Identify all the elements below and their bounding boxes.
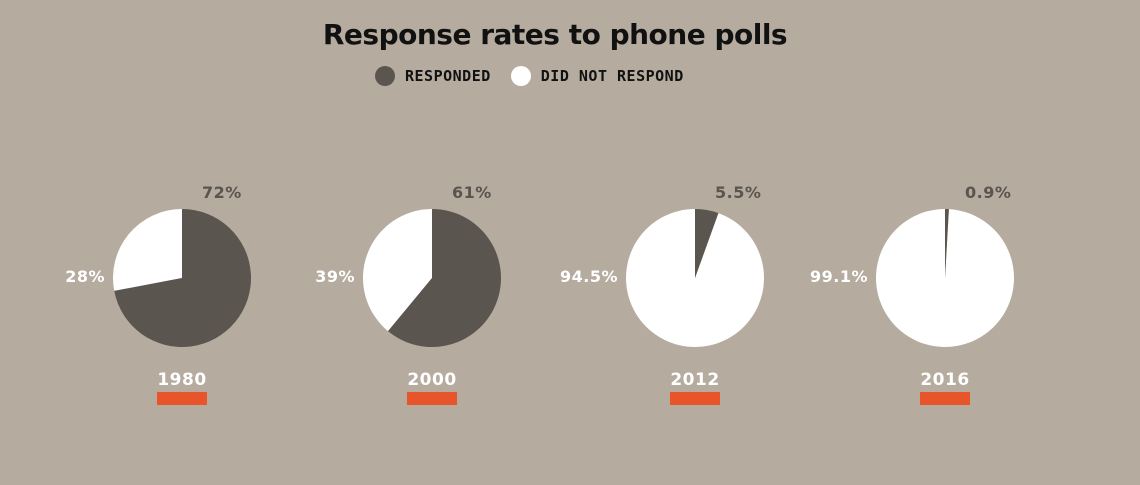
slice-responded-2016 [945,209,949,278]
label-did-not-respond-1980: 28% [65,267,105,286]
slice-did-not-respond-2016 [876,209,1015,347]
legend-dot-did-not-respond-icon [510,66,531,86]
legend-item-did-not-respond: DID NOT RESPOND [510,66,684,86]
pie-2000: 61% 39% 2000 [315,183,502,405]
label-did-not-respond-2012: 94.5% [560,267,618,286]
label-responded-2012: 5.5% [715,183,761,202]
year-bar-2000 [407,392,457,405]
year-bar-2016 [920,392,970,405]
label-responded-1980: 72% [202,183,242,202]
slice-responded-1980 [114,209,252,347]
label-did-not-respond-2000: 39% [315,267,355,286]
legend-label-responded: RESPONDED [405,67,491,85]
year-label-2000: 2000 [407,370,456,390]
year-bar-2012 [670,392,720,405]
pie-2012: 5.5% 94.5% 2012 [560,183,764,405]
legend-label-did-not-respond: DID NOT RESPOND [540,67,684,85]
pie-2016: 0.9% 99.1% 2016 [810,183,1015,405]
label-responded-2016: 0.9% [965,183,1011,202]
year-label-1980: 1980 [157,370,206,390]
slice-responded-2000 [388,209,502,348]
legend-item-responded: RESPONDED [375,66,491,86]
year-bar-1980 [157,392,207,405]
legend-dot-responded-icon [375,66,395,86]
label-did-not-respond-2016: 99.1% [810,267,868,286]
slice-did-not-respond-2000 [363,209,432,332]
label-responded-2000: 61% [452,183,492,202]
slice-responded-2012 [695,209,719,278]
year-label-2016: 2016 [920,370,969,390]
slice-did-not-respond-1980 [112,209,182,291]
year-label-2012: 2012 [670,370,719,390]
pie-1980: 72% 28% 1980 [65,183,252,405]
chart-title: Response rates to phone polls [322,18,788,51]
legend: RESPONDED DID NOT RESPOND [375,64,704,88]
